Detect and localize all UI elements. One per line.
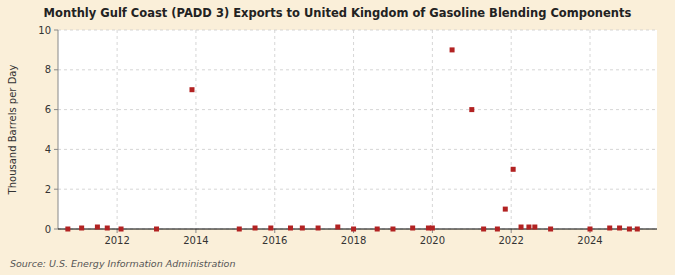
tick-mark: [195, 229, 196, 233]
tick-mark: [54, 109, 58, 110]
grid-line: [58, 189, 657, 190]
point: [105, 226, 110, 231]
grid-line: [353, 30, 354, 229]
point: [495, 227, 500, 232]
grid-line: [58, 229, 657, 230]
tick-label: 2024: [577, 235, 602, 246]
tick-label: 2020: [420, 235, 445, 246]
point: [410, 226, 415, 231]
grid-line: [274, 30, 275, 229]
tick-label: 10: [38, 25, 51, 36]
tick-mark: [54, 149, 58, 150]
tick-mark: [117, 229, 118, 233]
point: [288, 226, 293, 231]
source-note: Source: U.S. Energy Information Administ…: [10, 258, 235, 269]
tick-label: 8: [45, 64, 51, 75]
point: [450, 47, 455, 52]
grid-line: [117, 30, 118, 229]
point: [503, 207, 508, 212]
tick-mark: [54, 30, 58, 31]
point: [532, 225, 537, 230]
grid-line: [432, 30, 433, 229]
tick-label: 2: [45, 184, 51, 195]
grid-line: [58, 109, 657, 110]
y-axis-label: Thousand Barrels per Day: [7, 65, 18, 196]
x-axis-line: [58, 229, 657, 230]
point: [335, 225, 340, 230]
point: [300, 226, 305, 231]
point: [617, 226, 622, 231]
tick-mark: [54, 189, 58, 190]
background: [0, 0, 675, 275]
y-axis-line: [58, 30, 59, 229]
point: [588, 227, 593, 232]
point: [481, 227, 486, 232]
grid-line: [511, 30, 512, 229]
point: [79, 226, 84, 231]
tick-mark: [54, 69, 58, 70]
plot-area: [58, 30, 657, 229]
point: [607, 226, 612, 231]
point: [430, 226, 435, 231]
point: [635, 227, 640, 232]
point: [119, 227, 124, 232]
grid-line: [590, 30, 591, 229]
point: [627, 227, 632, 232]
tick-label: 2022: [498, 235, 523, 246]
points: [65, 47, 639, 231]
point: [268, 226, 273, 231]
tick-label: 0: [45, 224, 51, 235]
point: [511, 167, 516, 172]
point: [375, 227, 380, 232]
point: [390, 227, 395, 232]
tick-label: 2016: [262, 235, 287, 246]
point: [253, 226, 258, 231]
point: [95, 225, 100, 230]
tick-label: 2018: [341, 235, 366, 246]
grid-line: [195, 30, 196, 229]
tick-label: 4: [45, 144, 51, 155]
tick-label: 6: [45, 104, 51, 115]
point: [519, 225, 524, 230]
tick-mark: [274, 229, 275, 233]
tick-mark: [511, 229, 512, 233]
tick-label: 2012: [104, 235, 129, 246]
point: [469, 107, 474, 112]
point: [237, 227, 242, 232]
point: [316, 226, 321, 231]
point: [526, 225, 531, 230]
point: [189, 87, 194, 92]
point: [65, 227, 70, 232]
grid-line: [58, 30, 657, 31]
tick-mark: [54, 229, 58, 230]
grid-line: [58, 149, 657, 150]
point: [548, 227, 553, 232]
point: [154, 227, 159, 232]
grid-line: [58, 69, 657, 70]
tick-label: 2014: [183, 235, 208, 246]
point: [351, 227, 356, 232]
title: Monthly Gulf Coast (PADD 3) Exports to U…: [44, 6, 632, 20]
